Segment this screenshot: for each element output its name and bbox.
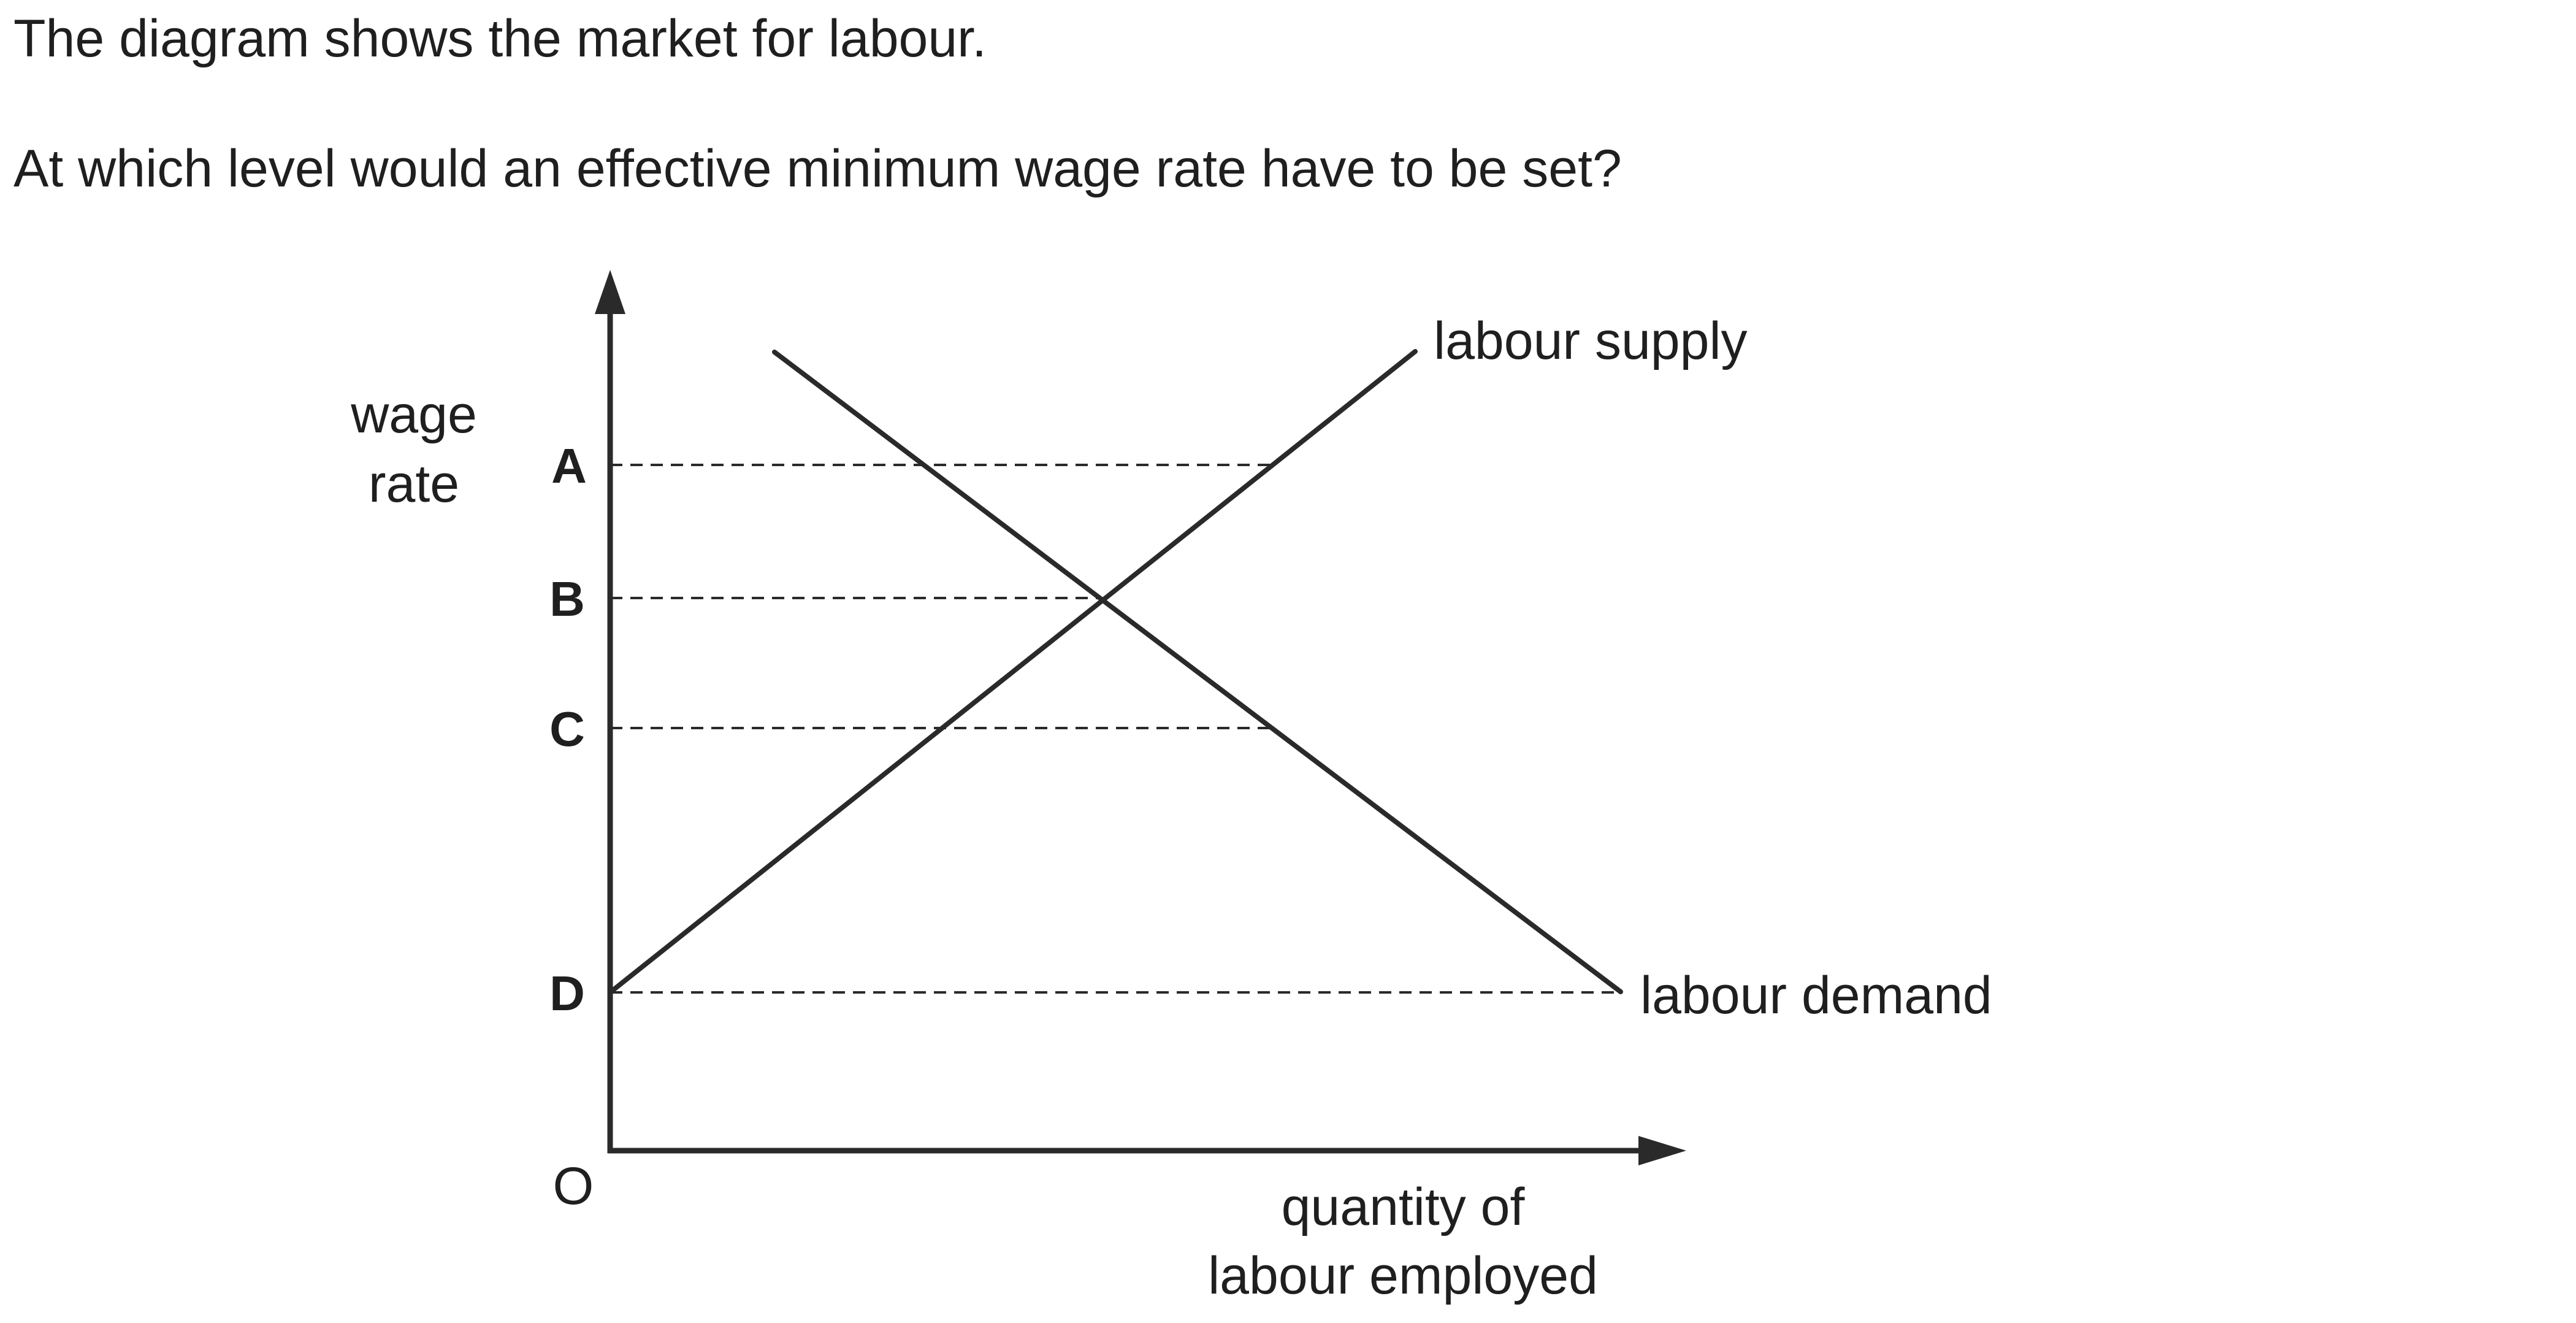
y-axis-arrowhead — [595, 270, 625, 314]
labour-supply-label: labour supply — [1434, 312, 1748, 370]
labour-demand-curve — [772, 350, 1623, 994]
origin-label: O — [553, 1157, 594, 1216]
labour-demand-label: labour demand — [1640, 966, 1992, 1025]
level-label-c: C — [549, 702, 585, 756]
x-axis-label-labour-employed: labour employed — [1208, 1246, 1598, 1305]
y-axis-label-rate: rate — [369, 454, 459, 513]
level-label-d: D — [549, 966, 585, 1021]
question-intro-text: The diagram shows the market for labour. — [13, 9, 987, 68]
level-label-b: B — [549, 572, 585, 626]
labour-supply-curve — [608, 349, 1418, 995]
question-prompt-text: At which level would an effective minimu… — [13, 139, 1622, 198]
level-label-a: A — [551, 439, 587, 493]
x-axis-arrowhead — [1638, 1136, 1686, 1165]
y-axis-label-wage: wage — [350, 385, 477, 444]
x-axis-label-quantity: quantity of — [1282, 1178, 1526, 1237]
